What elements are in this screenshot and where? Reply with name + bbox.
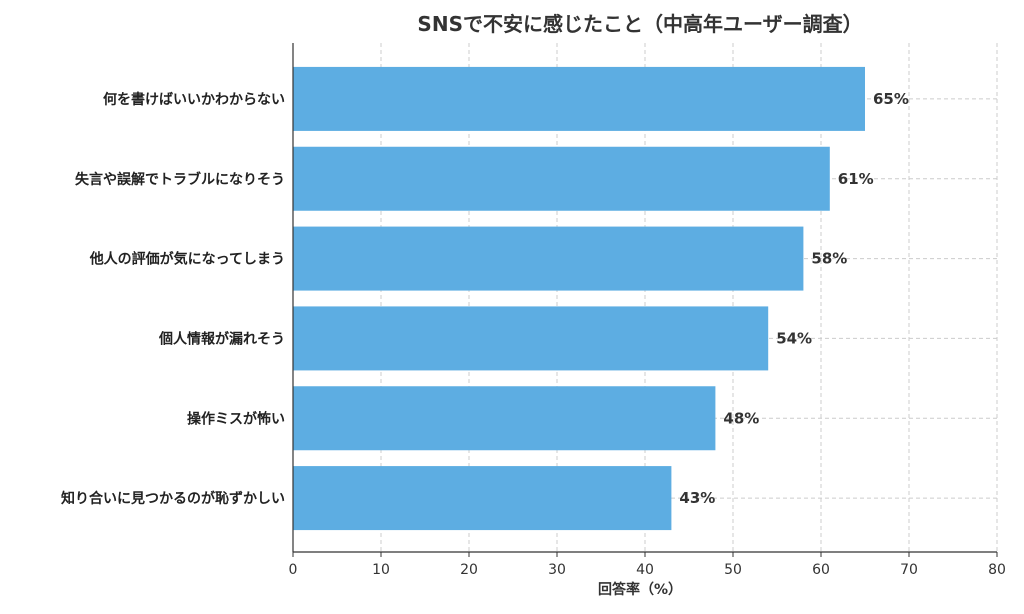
category-label: 個人情報が漏れそう [158,330,285,347]
category-label: 知り合いに見つかるのが恥ずかしい [61,490,285,507]
x-tick-label: 50 [724,562,742,578]
bar [293,226,804,291]
category-label: 操作ミスが怖い [187,410,285,427]
x-tick-label: 10 [372,562,390,578]
data-label: 65% [873,90,909,108]
x-tick-label: 80 [988,562,1006,578]
category-label: 何を書けばいいかわからない [103,91,285,108]
category-label: 他人の評価が気になってしまう [89,251,285,268]
bar [293,66,865,131]
labels-layer: 何を書けばいいかわからない 65% 失言や誤解でトラブルになりそう 61% 他人の評価が… [61,90,909,507]
x-tick-label: 30 [548,562,566,578]
data-label: 58% [811,250,847,268]
x-tick-label: 40 [636,562,654,578]
bar [293,146,830,211]
x-tick-label: 20 [460,562,478,578]
data-label: 61% [838,170,874,188]
x-tick-label: 70 [900,562,918,578]
x-axis-label: 回答率（%） [598,581,682,598]
x-ticks-layer: 0 10 20 30 40 50 60 70 80 [289,552,1006,578]
bar [293,306,769,371]
bars-layer [293,66,865,531]
bar [293,466,672,531]
x-tick-label: 60 [812,562,830,578]
x-tick-label: 0 [289,562,298,578]
bar [293,386,716,451]
data-label: 43% [679,489,715,507]
category-label: 失言や誤解でトラブルになりそう [75,171,285,188]
chart-title: SNSで不安に感じたこと（中高年ユーザー調査） [417,12,862,36]
data-label: 54% [776,329,812,347]
data-label: 48% [723,409,759,427]
